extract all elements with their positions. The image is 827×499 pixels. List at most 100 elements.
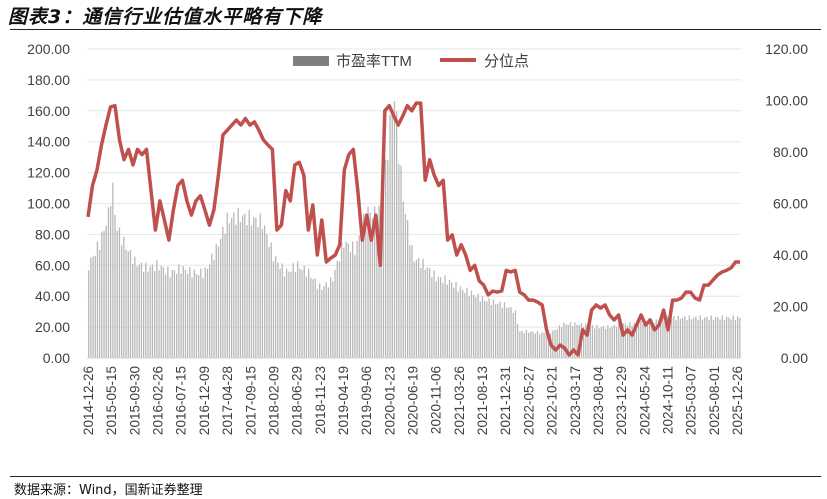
pe-bar: [488, 298, 490, 358]
pe-bar: [380, 199, 382, 358]
pe-bar: [627, 325, 629, 358]
pe-bar: [431, 277, 433, 358]
pe-bar: [653, 323, 655, 358]
left-axis-tick-label: 80.00: [35, 226, 70, 242]
pe-bar: [202, 278, 204, 358]
pe-bar: [154, 271, 156, 358]
pe-bar: [501, 307, 503, 358]
x-axis-tick-label: 2018-06-29: [290, 366, 305, 435]
pe-bar: [158, 270, 160, 358]
pe-bar: [704, 317, 706, 358]
x-axis-tick-label: 2023-12-29: [614, 366, 629, 435]
pe-bar: [470, 290, 473, 358]
pe-bar: [272, 261, 275, 358]
chart: 0.00 20.00 40.00 60.00 80.00 100.00 120.00 140.…: [27, 41, 808, 436]
pe-bar: [442, 283, 444, 358]
pe-bar: [682, 318, 684, 358]
pe-bar: [352, 241, 354, 358]
pe-bar: [283, 276, 286, 358]
pe-bar: [715, 317, 717, 358]
pe-bar: [184, 270, 187, 358]
pe-bar: [180, 273, 182, 358]
pe-bar: [198, 275, 200, 358]
pe-bar: [310, 277, 312, 358]
pe-bar: [437, 276, 440, 358]
source-note: 数据来源：Wind，国新证券整理: [14, 483, 203, 498]
pe-bar: [477, 293, 479, 358]
pe-bar: [382, 188, 385, 358]
pe-bar: [248, 210, 250, 358]
pe-bar: [114, 215, 116, 358]
left-axis-tick-label: 100.00: [27, 196, 70, 212]
pe-bar: [316, 288, 319, 358]
pe-bar: [182, 266, 184, 358]
pe-bar: [512, 313, 514, 358]
pe-bar: [99, 250, 101, 358]
pe-bar: [169, 277, 171, 358]
pe-bar: [92, 256, 94, 358]
pe-bar: [112, 182, 114, 358]
pe-bar: [536, 331, 539, 358]
pe-bar: [338, 261, 341, 358]
x-axis-tick-label: 2015-09-30: [127, 366, 142, 435]
legend-label-pe: 市盈率TTM: [336, 53, 412, 70]
pe-bar: [440, 277, 442, 358]
pe-bar: [363, 213, 365, 358]
pe-bar: [407, 220, 409, 358]
right-axis-tick-label: 0.00: [781, 350, 808, 366]
pe-bar: [228, 223, 231, 358]
pe-bar: [607, 325, 609, 358]
pe-bar: [717, 317, 719, 358]
pe-bar: [481, 296, 484, 358]
pe-bar: [191, 277, 193, 358]
pe-bar: [224, 233, 226, 358]
x-axis-tick-label: 2018-11-23: [313, 366, 328, 434]
pe-bar: [257, 227, 259, 358]
pe-bar: [701, 319, 704, 358]
pe-bar: [719, 319, 721, 358]
pe-bar: [261, 229, 264, 358]
pe-bar: [726, 316, 728, 358]
pe-bar: [486, 301, 488, 358]
x-axis-tick-label: 2024-05-24: [637, 366, 652, 436]
pe-bar: [728, 317, 730, 358]
pe-bar: [497, 303, 499, 358]
pe-bar: [299, 268, 301, 358]
pe-bar: [250, 225, 253, 358]
pe-bar: [598, 328, 600, 358]
pe-bar: [600, 327, 602, 358]
x-axis-tick-label: 2021-12-31: [498, 366, 513, 435]
pe-bar: [737, 316, 739, 358]
pe-bar: [107, 207, 110, 358]
pe-bar: [222, 226, 224, 358]
pe-bar: [286, 268, 288, 358]
pe-bar: [572, 326, 574, 358]
pe-bar: [521, 331, 523, 358]
pe-bar: [503, 302, 506, 358]
pe-bar: [209, 264, 211, 358]
pe-bar: [499, 301, 501, 358]
pe-bar: [473, 295, 475, 358]
pe-bars: [88, 101, 741, 358]
pe-bar: [341, 242, 343, 358]
x-axis-tick-label: 2016-02-26: [151, 366, 166, 435]
pe-bar: [242, 215, 244, 358]
pe-bar: [556, 329, 558, 358]
pe-bar: [195, 273, 198, 358]
pe-bar: [602, 326, 605, 358]
pe-bar: [444, 275, 446, 358]
pe-bar: [679, 318, 682, 358]
pe-bar: [668, 318, 671, 358]
pe-bar: [541, 332, 543, 358]
pe-bar: [90, 257, 92, 358]
pe-bar: [266, 234, 268, 358]
pe-bar: [609, 328, 611, 358]
pe-bar: [457, 291, 459, 358]
pe-bar: [233, 212, 235, 358]
pe-bar: [649, 323, 651, 358]
pe-bar: [409, 245, 411, 358]
pe-bar: [644, 321, 646, 358]
pe-bar: [697, 320, 699, 358]
pe-bar: [371, 218, 374, 358]
pe-bar: [321, 289, 323, 358]
